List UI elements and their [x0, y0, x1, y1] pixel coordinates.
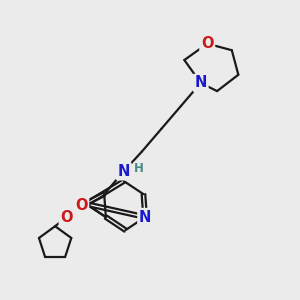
- Text: O: O: [201, 36, 214, 51]
- Text: N: N: [194, 75, 207, 90]
- Text: O: O: [75, 198, 88, 213]
- Text: O: O: [60, 210, 73, 225]
- Text: N: N: [118, 164, 130, 179]
- Text: H: H: [134, 162, 144, 175]
- Text: N: N: [139, 210, 151, 225]
